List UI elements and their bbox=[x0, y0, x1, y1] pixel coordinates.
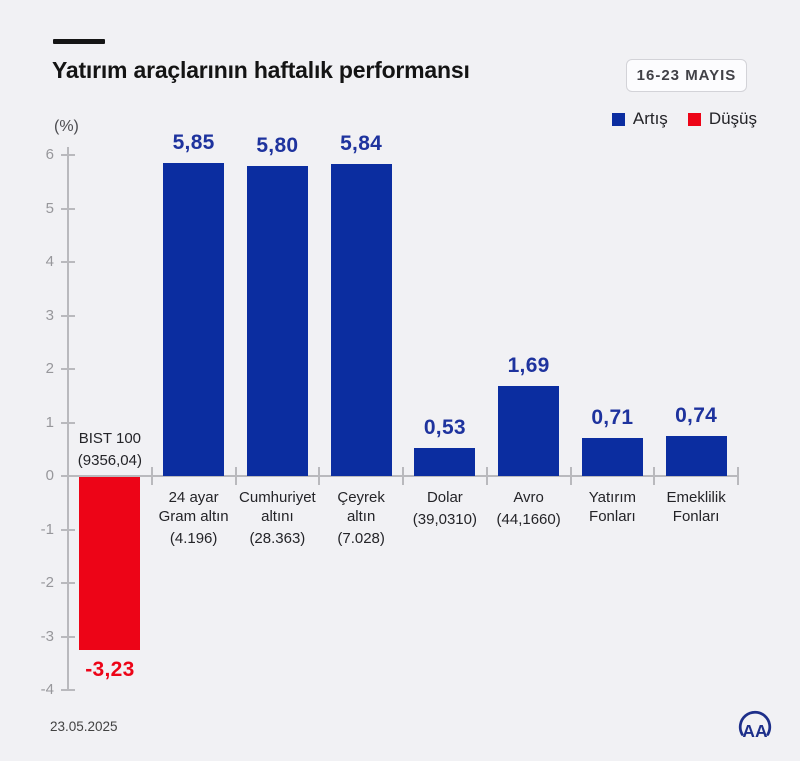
y-axis-tick-label: -2 bbox=[40, 574, 54, 591]
category-name-line: BIST 100 bbox=[78, 430, 141, 447]
y-axis-tick-label: 0 bbox=[45, 467, 54, 484]
y-axis-tick bbox=[61, 421, 75, 424]
y-axis-tick-label: 2 bbox=[45, 360, 54, 377]
y-axis-tick bbox=[61, 689, 75, 691]
bar-value-label: 0,74 bbox=[675, 404, 718, 428]
x-axis-tick bbox=[402, 467, 404, 485]
y-axis-unit-label: (%) bbox=[54, 118, 79, 135]
category-name-line: Çeyrek bbox=[337, 489, 385, 506]
bar bbox=[163, 163, 225, 476]
footer-date: 23.05.2025 bbox=[50, 719, 118, 734]
y-axis-tick bbox=[61, 154, 75, 156]
category-detail-value: (44,1660) bbox=[496, 511, 561, 528]
legend-swatch-artis-icon bbox=[611, 112, 625, 126]
aa-agency-logo-icon: AA bbox=[736, 708, 774, 746]
legend-label-artis: Artış bbox=[632, 109, 668, 128]
category-name-line: Fonları bbox=[672, 508, 720, 525]
category-name-line: Cumhuriyet bbox=[239, 489, 316, 506]
y-axis-tick-label: -4 bbox=[40, 681, 54, 698]
category-label: Çeyrek altın (7.028) bbox=[305, 488, 417, 548]
y-axis-tick-label: 3 bbox=[45, 306, 54, 324]
bar-value-label: 0,53 bbox=[423, 415, 466, 439]
category-name-line: 24 ayar bbox=[168, 489, 219, 506]
y-axis-tick bbox=[61, 582, 75, 584]
legend-item-dusus: Düşüş bbox=[687, 109, 757, 129]
category-detail-value: (39,0310) bbox=[412, 511, 477, 528]
category-label: Yatırım Fonları bbox=[556, 488, 668, 526]
category-detail-value: (4.196) bbox=[169, 530, 218, 547]
y-axis-tick-label: 5 bbox=[45, 199, 54, 217]
x-axis-tick bbox=[653, 467, 656, 485]
bar-value-label: -3,23 bbox=[85, 657, 135, 681]
category-label: Emeklilik Fonları bbox=[640, 488, 752, 526]
x-axis-tick bbox=[150, 467, 153, 485]
y-axis-tick bbox=[61, 528, 75, 531]
y-axis-tick-label: -1 bbox=[40, 520, 54, 538]
category-label: Cumhuriyet altını (28.363) bbox=[221, 488, 333, 548]
bar bbox=[498, 385, 560, 476]
y-axis-tick bbox=[61, 368, 75, 370]
page-title: Yatırım araçlarının haftalık performansı bbox=[52, 57, 470, 83]
category-name-line: Dolar bbox=[426, 489, 463, 506]
date-range-badge: 16-23 MAYIS bbox=[626, 59, 747, 92]
legend-item-artis: Artış bbox=[611, 109, 668, 129]
y-axis-tick-label: 4 bbox=[45, 253, 54, 270]
x-axis-tick bbox=[485, 467, 488, 485]
bar bbox=[330, 163, 392, 476]
category-label: 24 ayar Gram altın (4.196) bbox=[138, 488, 250, 548]
category-name-line: Fonları bbox=[589, 508, 636, 525]
category-label: Dolar (39,0310) bbox=[389, 488, 501, 529]
category-label: Avro (44,1660) bbox=[473, 488, 585, 529]
bar-value-label: 1,69 bbox=[507, 353, 550, 377]
y-axis-tick bbox=[61, 635, 75, 638]
chart-legend: Artış Düşüş bbox=[611, 109, 757, 129]
x-axis-tick bbox=[318, 467, 321, 485]
title-accent-dash bbox=[53, 39, 105, 44]
x-axis-tick bbox=[234, 467, 237, 485]
category-name-line: Emeklilik bbox=[666, 489, 726, 506]
y-axis-tick-label: 6 bbox=[45, 146, 54, 163]
y-axis-tick bbox=[61, 475, 75, 477]
bar-value-label: 5,85 bbox=[172, 131, 215, 155]
legend-swatch-dusus-icon bbox=[687, 112, 701, 126]
bar-value-label: 0,71 bbox=[591, 406, 634, 429]
x-axis-tick bbox=[737, 467, 739, 485]
category-name-line: Yatırım bbox=[588, 489, 636, 506]
category-name-line: altını bbox=[261, 508, 294, 525]
bar bbox=[79, 477, 141, 650]
y-axis-tick bbox=[61, 261, 75, 263]
y-axis-line bbox=[67, 147, 69, 690]
y-axis-tick-label: -3 bbox=[40, 627, 54, 645]
svg-text:AA: AA bbox=[742, 721, 768, 741]
y-axis-tick bbox=[61, 207, 75, 210]
bar bbox=[246, 165, 308, 476]
bar bbox=[414, 447, 476, 476]
category-detail-value: (28.363) bbox=[249, 530, 306, 547]
y-axis-tick bbox=[61, 314, 75, 317]
category-detail-value: (7.028) bbox=[337, 530, 385, 547]
category-name-line: Gram altın bbox=[158, 508, 229, 525]
category-label: BIST 100 (9356,04) bbox=[54, 429, 166, 470]
bar-value-label: 5,84 bbox=[340, 131, 383, 155]
y-axis-tick-label: 1 bbox=[45, 413, 54, 431]
legend-label-dusus: Düşüş bbox=[708, 109, 757, 128]
category-detail-value: (9356,04) bbox=[77, 452, 142, 469]
x-axis-tick bbox=[569, 467, 572, 485]
bar bbox=[581, 438, 643, 476]
bar bbox=[665, 436, 727, 476]
category-name-line: Avro bbox=[513, 489, 544, 506]
category-name-line: altın bbox=[346, 508, 376, 525]
bar-value-label: 5,80 bbox=[256, 133, 299, 157]
